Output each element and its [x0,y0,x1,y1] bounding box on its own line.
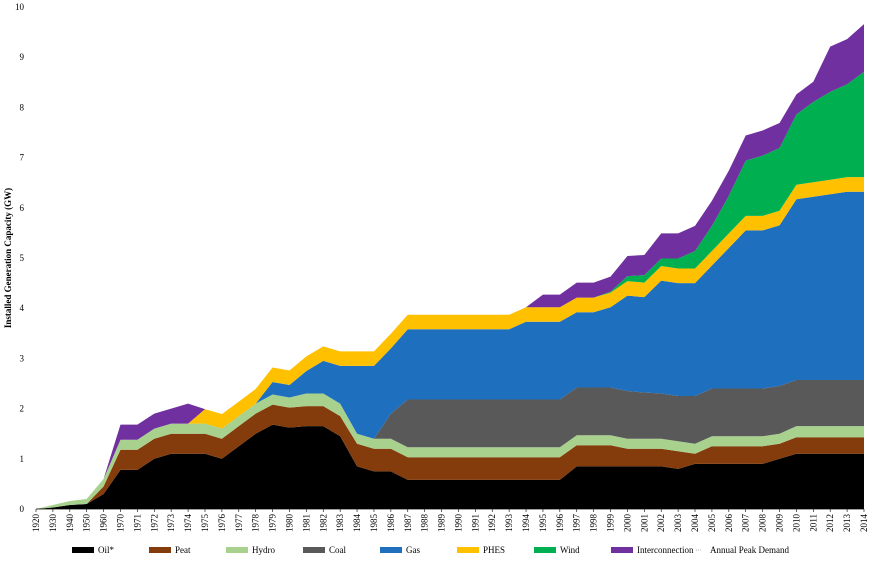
legend-swatch [303,547,325,553]
x-tick-label: 1987 [403,514,413,533]
legend-label: Gas [406,545,420,555]
x-tick-label: 1988 [420,514,430,533]
x-tick-label: 1950 [82,514,92,533]
x-tick-label: 1980 [284,514,294,533]
x-tick-label: 1974 [183,514,193,533]
area-series-group [36,24,864,510]
x-tick-label: 1971 [132,514,142,532]
x-tick-label: 2000 [622,514,632,533]
x-tick-label: 2012 [825,514,835,532]
y-axis-label: Installed Generation Capacity (GW) [3,188,13,328]
x-tick-label: 1986 [386,514,396,533]
x-tick-label: 1982 [318,514,328,532]
x-tick-label: 2009 [775,514,785,533]
x-tick-label: 1979 [268,514,278,533]
legend-label: Peat [175,545,191,555]
x-tick-label: 1972 [149,514,159,532]
x-tick-label: 2003 [673,514,683,533]
x-tick-label: 2002 [656,514,666,532]
x-tick-label: 2008 [758,514,768,533]
legend: Oil* Peat Hydro Coal Gas PHES Wind Interconnect… [72,545,789,555]
x-tick-label: 1991 [470,514,480,532]
legend-label: Oil* [98,545,115,555]
legend-label: PHES [483,545,505,555]
x-tick-label: 1998 [589,514,599,533]
x-tick-label: 1995 [538,514,548,533]
x-tick-label: 1930 [48,514,58,533]
x-tick-label: 1960 [99,514,109,533]
x-tick-label: 2011 [808,514,818,532]
x-tick-label: 1992 [487,514,497,532]
legend-label: Hydro [252,545,275,555]
x-tick-label: 1990 [453,514,463,533]
y-tick-label: 6 [20,203,25,213]
x-tick-label: 1999 [606,514,616,533]
x-tick-label: 2007 [741,514,751,533]
x-tick-label: 1983 [335,514,345,533]
x-tick-label: 2010 [791,514,801,533]
y-tick-label: 8 [20,102,25,112]
x-tick-label: 2005 [707,514,717,533]
x-tick-label: 1993 [504,514,514,533]
x-tick-labels: 1920 1930 1940 1950 1960 1970 1971 1972 1973 1974… [31,509,869,532]
x-tick-label: 2001 [639,514,649,532]
legend-label: Wind [560,545,580,555]
x-tick-label: 1978 [251,514,261,533]
y-tick-label: 5 [20,253,25,263]
y-tick-label: 0 [20,504,25,514]
y-tick-label: 7 [20,153,25,163]
x-tick-label: 1976 [217,514,227,533]
x-tick-label: 1985 [369,514,379,533]
x-tick-label: 1975 [200,514,210,533]
legend-swatch [611,547,633,553]
legend-swatch [534,547,556,553]
x-tick-label: 1989 [437,514,447,533]
legend-label: Annual Peak Demand [710,545,789,555]
x-tick-label: 2004 [690,514,700,533]
x-tick-label: 2013 [842,514,852,533]
y-tick-label: 3 [20,353,25,363]
legend-swatch [457,547,479,553]
x-tick-label: 1996 [555,514,565,533]
x-tick-label: 1940 [65,514,75,533]
area-gas [36,191,864,510]
area-peat [36,404,864,509]
area-phes [36,177,864,509]
legend-swatch [226,547,248,553]
y-tick-label: 1 [20,454,25,464]
y-tick-label: 10 [15,2,25,12]
x-tick-label: 1981 [301,514,311,532]
x-tick-label: 1997 [572,514,582,533]
legend-label: Interconnection [637,545,694,555]
area-oil [36,424,864,509]
x-tick-label: 1977 [234,514,244,533]
y-tick-label: 4 [20,303,25,313]
x-tick-label: 1970 [115,514,125,533]
y-tick-label: 2 [20,404,25,414]
x-tick-label: 1994 [521,514,531,533]
x-tick-label: 2014 [859,514,869,533]
x-tick-label: 1973 [166,514,176,533]
y-tick-label: 9 [20,52,25,62]
legend-swatch [149,547,171,553]
area-coal [36,379,864,509]
x-tick-label: 2006 [724,514,734,533]
x-tick-label: 1984 [352,514,362,533]
legend-label: Coal [329,545,346,555]
legend-swatch [72,547,94,553]
x-tick-label: 1920 [31,514,41,533]
legend-swatch [380,547,402,553]
y-tick-labels: 0 1 2 3 4 5 6 7 8 9 10 [15,2,25,514]
area-hydro [36,393,864,509]
